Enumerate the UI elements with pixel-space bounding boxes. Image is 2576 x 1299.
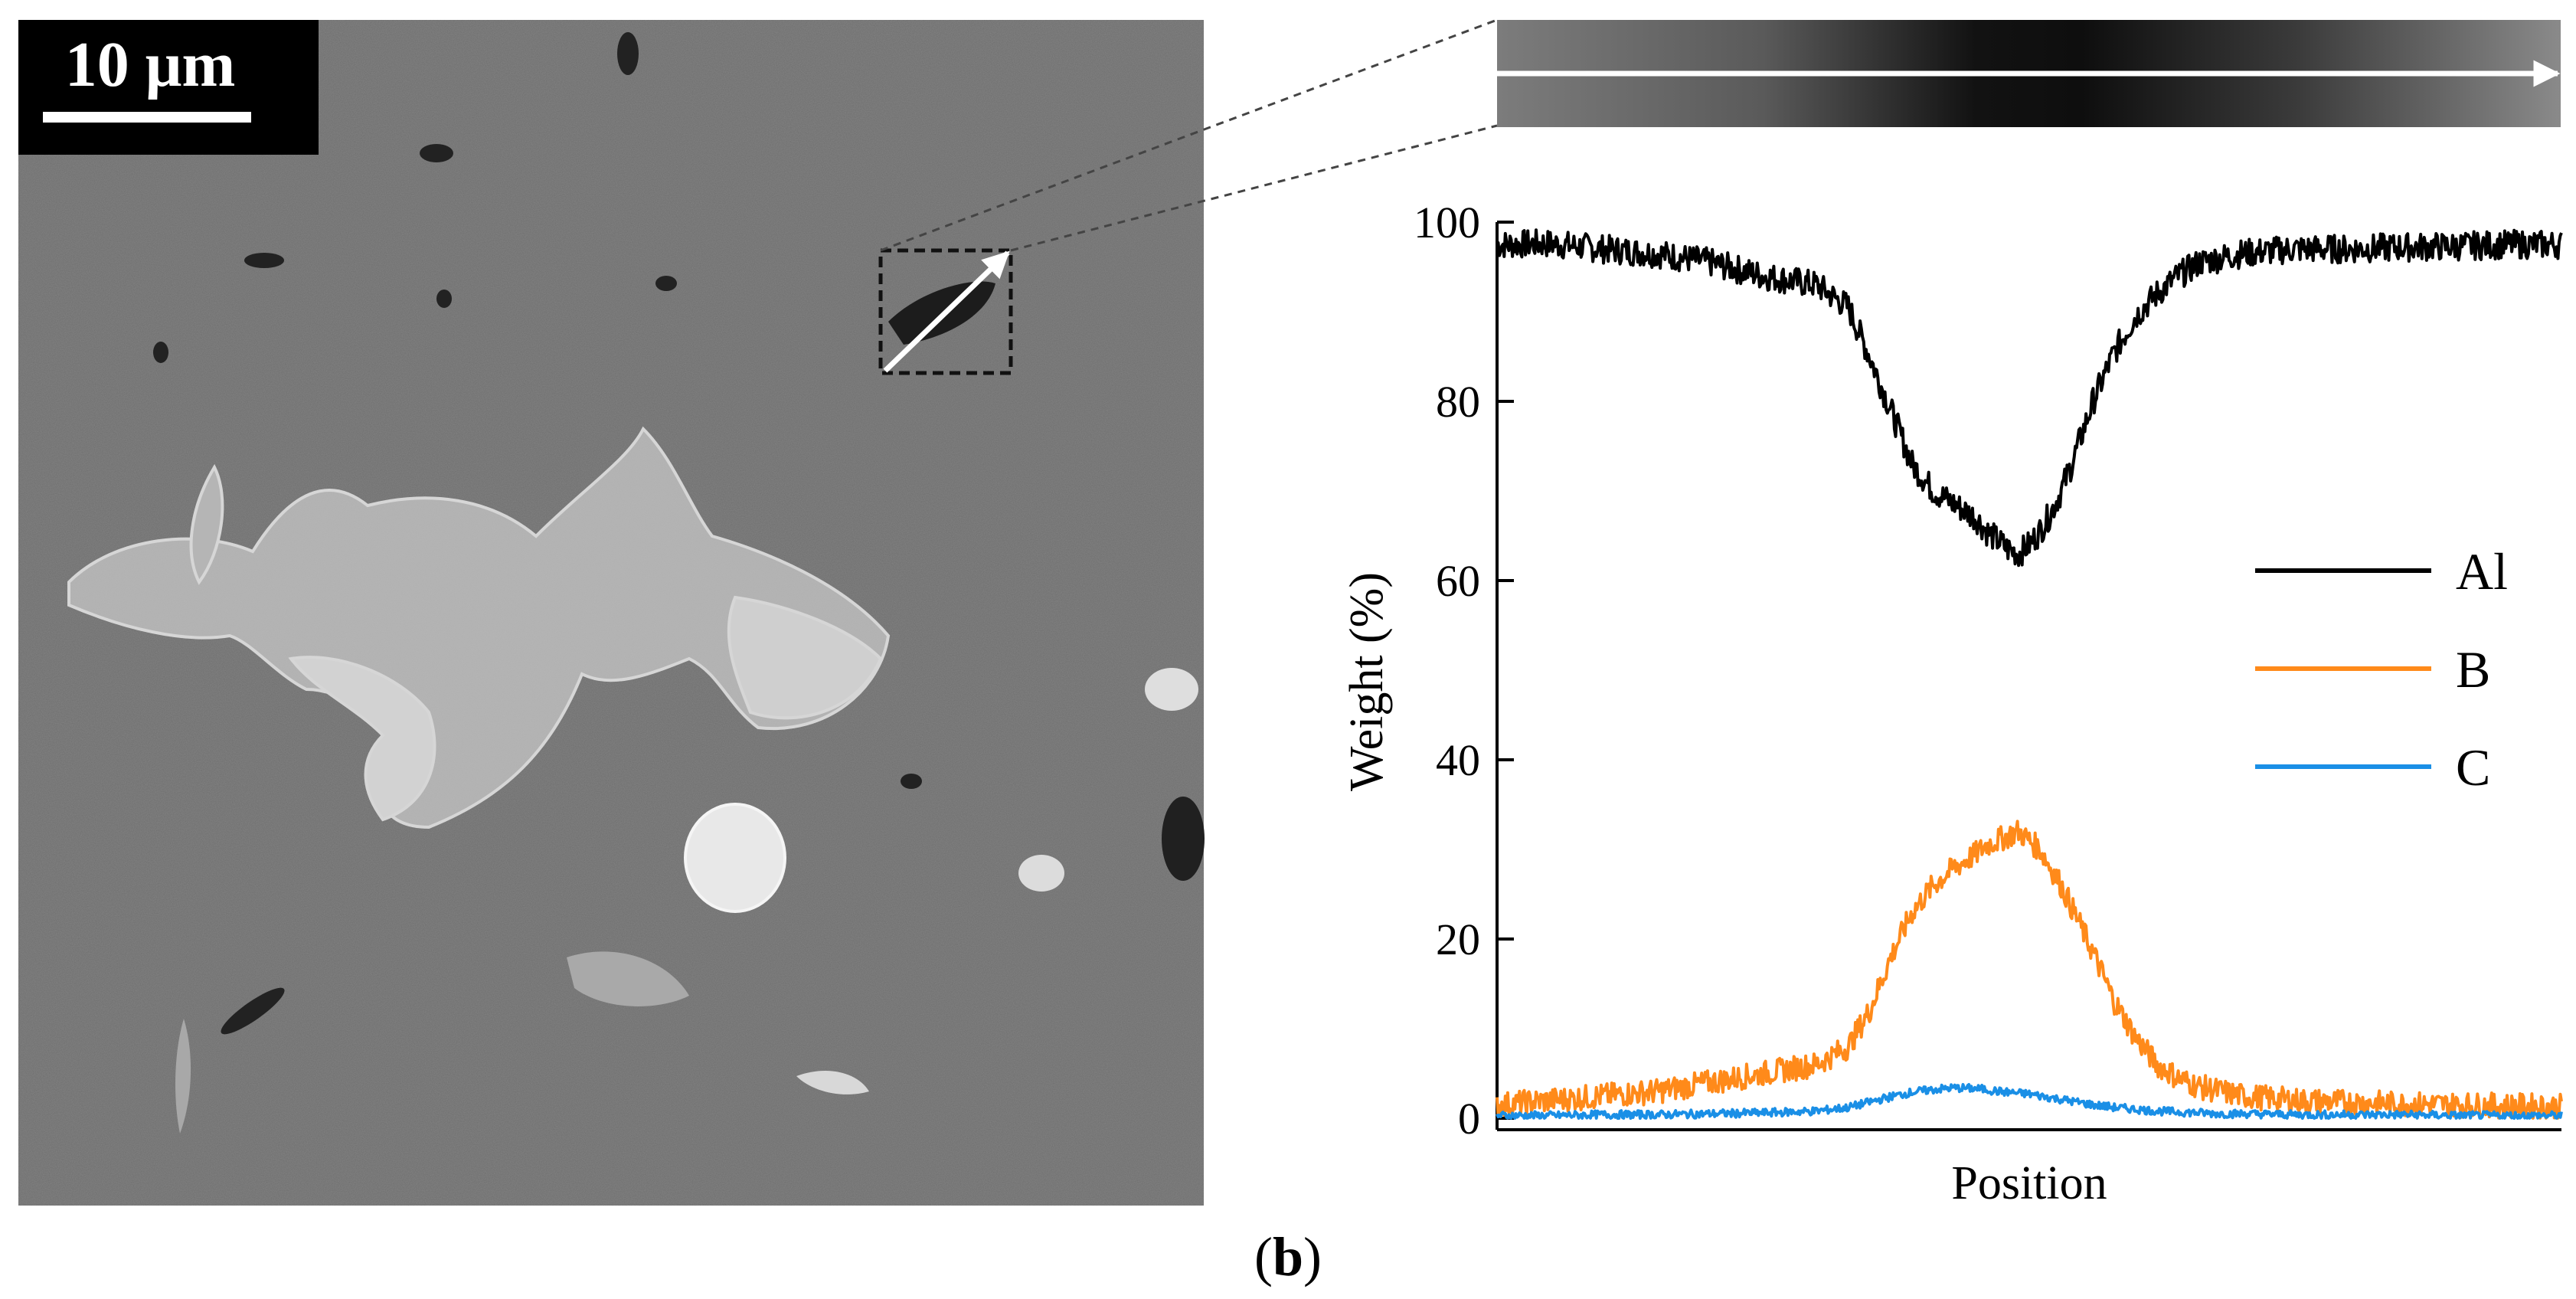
series-line-b [1496,820,2563,1120]
scale-bar-box [18,20,319,155]
y-tick-label: 80 [1436,377,1480,427]
weight-profile-chart: 0 20 40 60 80 100 Weight (%) Position Al BC [1341,198,2563,1209]
legend: Al BC [2255,542,2508,797]
series-line-c [1496,1083,2563,1120]
sem-micrograph: 10 μm [18,20,1205,1206]
particle-cluster-lower [567,951,689,1006]
y-axis-label: Weight (%) [1341,572,1393,791]
y-tick-label: 0 [1458,1094,1480,1144]
y-tick-label: 60 [1436,556,1480,606]
pores [153,32,922,1035]
scale-bar-label: 10 μm [65,29,236,100]
particle-edge-right [1162,797,1205,881]
panel-label: (b) [1254,1226,1322,1288]
particle-small-bottom-2 [175,1019,191,1134]
line-profile-strip [1497,20,2561,127]
series-line-al [1496,228,2563,568]
y-tick-label: 40 [1436,735,1480,785]
legend-label-b: B [2456,640,2490,699]
series-lines [1496,228,2563,1120]
x-axis-label: Position [1951,1157,2107,1209]
y-tick-label: 20 [1436,915,1480,964]
zoom-connector-bottom [1010,124,1498,252]
particle-small-bottom [796,1070,869,1094]
y-tick-label: 100 [1414,198,1480,247]
roi-box [878,248,1013,375]
particle-bright [684,803,786,913]
legend-label-c: C [2456,738,2490,797]
roi-line-scan-arrow [883,250,1010,373]
scale-bar-line [43,112,251,123]
y-ticks: 0 20 40 60 80 100 [1414,198,1514,1144]
legend-label-al: Al [2456,542,2508,600]
particle-small-right [1145,668,1198,711]
particle-cluster [67,426,891,829]
particle-small-lower [1018,855,1064,892]
